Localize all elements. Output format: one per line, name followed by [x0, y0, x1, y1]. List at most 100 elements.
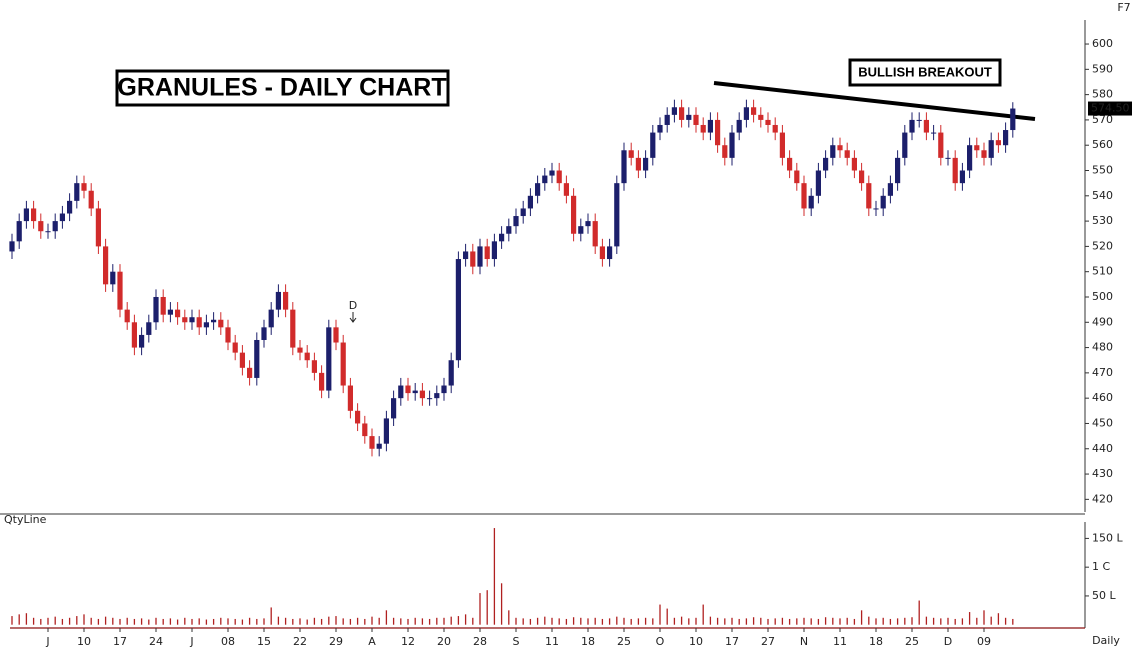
candle-body [571, 195, 577, 234]
x-tick-label: 08 [221, 635, 235, 648]
y-tick-label: 430 [1092, 467, 1113, 480]
x-tick-label: O [656, 635, 665, 648]
candle-body [599, 246, 605, 260]
candle-body [146, 322, 152, 335]
candle-body [578, 226, 584, 234]
x-tick-label: 25 [905, 635, 919, 648]
candle-body [74, 183, 80, 201]
x-tick-label: 11 [545, 635, 559, 648]
y-tick-label: 420 [1092, 492, 1113, 505]
x-tick-label: 10 [689, 635, 703, 648]
candle-body [31, 208, 37, 222]
x-tick-label: 25 [617, 635, 631, 648]
candle-body [772, 124, 778, 133]
candle-body [916, 119, 922, 121]
x-tick-label: S [513, 635, 520, 648]
candle-body [455, 259, 461, 361]
candle-body [808, 195, 814, 209]
candle-body [1010, 108, 1016, 131]
candle-body [218, 319, 224, 328]
x-tick-label: 17 [725, 635, 739, 648]
x-tick-label: 24 [149, 635, 163, 648]
candle-body [650, 132, 656, 158]
annotation: BULLISH BREAKOUT [858, 64, 992, 79]
candle-body [412, 390, 418, 394]
y-tick-label: 470 [1092, 366, 1113, 379]
x-tick-label: J [45, 635, 49, 648]
candle-body [117, 271, 123, 310]
y-tick-label: 560 [1092, 138, 1113, 151]
candle-body [938, 132, 944, 158]
candle-body [931, 132, 937, 134]
candle-body [563, 183, 569, 196]
volume-tick-label: 150 L [1092, 531, 1123, 544]
candle-body [391, 398, 397, 419]
candle-body [628, 150, 634, 158]
y-tick-label: 500 [1092, 290, 1113, 303]
candle-body [434, 393, 440, 399]
candle-body [765, 119, 771, 125]
y-tick-label: 520 [1092, 239, 1113, 252]
candle-body [614, 183, 620, 247]
candle-body [556, 170, 562, 184]
candle-body [319, 372, 325, 391]
candle-body [621, 150, 627, 184]
candle-body [844, 150, 850, 158]
candle-body [859, 170, 865, 184]
y-tick-label: 440 [1092, 442, 1113, 455]
last-price-label: 574.50 [1091, 102, 1130, 115]
candle-body [823, 157, 829, 171]
volume-label: QtyLine [4, 513, 47, 526]
candle-body [736, 119, 742, 133]
candle-body [239, 352, 245, 368]
x-tick-label: 12 [401, 635, 415, 648]
candle-body [283, 291, 289, 310]
candle-body [225, 327, 231, 343]
candle-body [167, 309, 173, 315]
candle-body [693, 114, 699, 125]
candle-body [103, 246, 109, 285]
candle-body [311, 360, 317, 373]
candle-body [59, 213, 65, 222]
candle-body [895, 157, 901, 184]
candle-body [995, 140, 1001, 146]
candle-body [959, 170, 965, 184]
candle-body [419, 390, 425, 399]
candle-body [729, 132, 735, 158]
candle-body [873, 208, 879, 210]
candle-body [376, 443, 382, 449]
candle-body [722, 145, 728, 158]
x-tick-label: 11 [833, 635, 847, 648]
candle-body [607, 246, 613, 260]
y-tick-label: 590 [1092, 62, 1113, 75]
candle-body [779, 132, 785, 158]
candle-body [326, 327, 332, 391]
candle-body [45, 231, 51, 233]
candle-body [513, 216, 519, 227]
x-tick-label: 15 [257, 635, 271, 648]
candle-body [909, 119, 915, 133]
candle-body [175, 309, 181, 318]
candle-body [160, 296, 166, 315]
candle-body [95, 208, 101, 247]
candle-body [527, 195, 533, 209]
candle-body [484, 246, 490, 260]
y-tick-label: 460 [1092, 391, 1113, 404]
x-tick-label: 20 [437, 635, 451, 648]
candle-body [441, 385, 447, 394]
candle-body [38, 221, 44, 232]
y-tick-label: 580 [1092, 88, 1113, 101]
y-tick-label: 450 [1092, 416, 1113, 429]
x-tick-label: 09 [977, 635, 991, 648]
candle-body [268, 309, 274, 328]
y-tick-label: 510 [1092, 265, 1113, 278]
candle-body [707, 119, 713, 133]
candle-body [153, 296, 159, 323]
trend-line [713, 81, 1036, 121]
candle-body [506, 226, 512, 234]
candle-body [801, 183, 807, 209]
x-tick-label: A [368, 635, 376, 648]
candle-body [815, 170, 821, 196]
candle-body [304, 352, 310, 361]
candle-body [758, 114, 764, 120]
